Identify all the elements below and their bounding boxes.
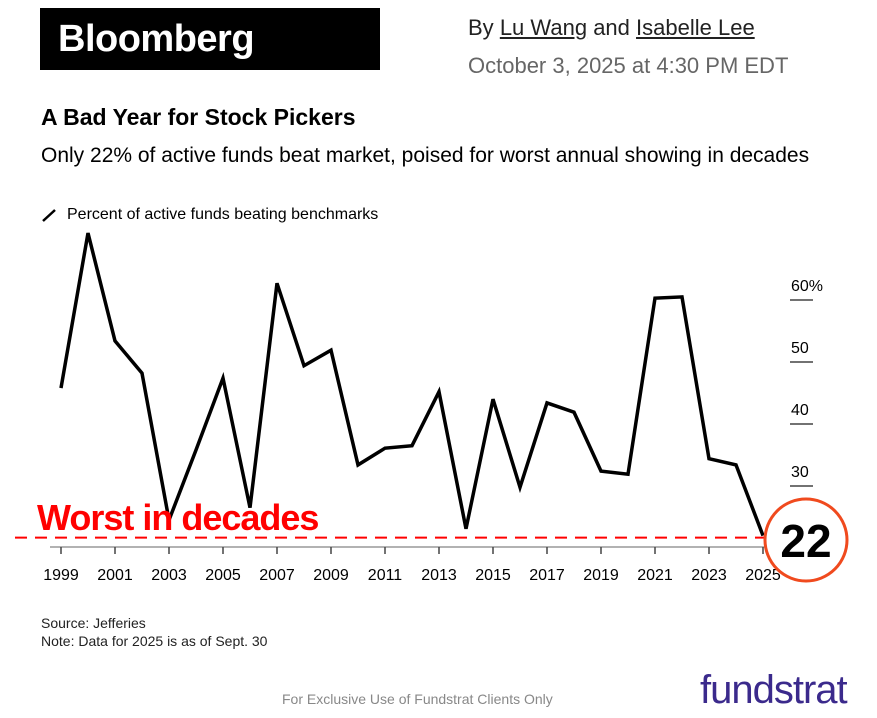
chart-title: A Bad Year for Stock Pickers: [41, 104, 356, 130]
x-tick-label: 2017: [529, 567, 565, 584]
byline: By Lu Wang and Isabelle Lee: [468, 15, 755, 41]
annotation-label: Worst in decades: [37, 497, 318, 538]
legend-label: Percent of active funds beating benchmar…: [67, 206, 379, 223]
legend: Percent of active funds beating benchmar…: [41, 206, 378, 224]
x-tick-label: 2007: [259, 567, 295, 584]
publish-date: October 3, 2025 at 4:30 PM EDT: [468, 53, 789, 78]
author-link[interactable]: Lu Wang: [499, 15, 588, 40]
y-tick-label: 30: [791, 464, 809, 481]
y-tick-label: 50: [791, 340, 809, 357]
line-legend-icon: [42, 209, 56, 222]
x-tick-label: 2015: [475, 567, 511, 584]
callout-circle: [763, 497, 849, 583]
callout-value: 22: [780, 515, 831, 567]
and-label: and: [593, 15, 630, 40]
x-tick-label: 2023: [691, 567, 727, 584]
footer-disclaimer: For Exclusive Use of Fundstrat Clients O…: [282, 691, 553, 707]
x-tick-label: 2005: [205, 567, 241, 584]
line-chart: 60% 50 40 30 1999 2001 2003 2005 2007 2009 2011 20…: [15, 232, 849, 584]
series-line: [59, 232, 765, 537]
bloomberg-logo: Bloomberg: [40, 8, 380, 70]
y-tick-label: 40: [791, 402, 809, 419]
chart-subtitle: Only 22% of active funds beat market, po…: [41, 144, 810, 167]
x-tick-label: 2025: [745, 567, 781, 584]
x-tick-label: 2001: [97, 567, 133, 584]
x-tick-label: 2009: [313, 567, 349, 584]
source-note: Source: Jefferies Note: Data for 2025 is…: [41, 614, 267, 650]
fundstrat-logo: fundstrat: [700, 668, 848, 712]
x-tick-label: 2021: [637, 567, 673, 584]
source: Source: Jefferies: [41, 615, 146, 631]
y-tick-label: 60%: [791, 278, 823, 295]
by-label: By: [468, 15, 494, 40]
x-tick-label: 2003: [151, 567, 187, 584]
x-tick-label: 2019: [583, 567, 619, 584]
x-tick-label: 1999: [43, 567, 79, 584]
x-tick-label: 2013: [421, 567, 457, 584]
note: Note: Data for 2025 is as of Sept. 30: [41, 633, 268, 649]
author-link[interactable]: Isabelle Lee: [636, 15, 755, 40]
x-tick-label: 2011: [368, 567, 403, 584]
